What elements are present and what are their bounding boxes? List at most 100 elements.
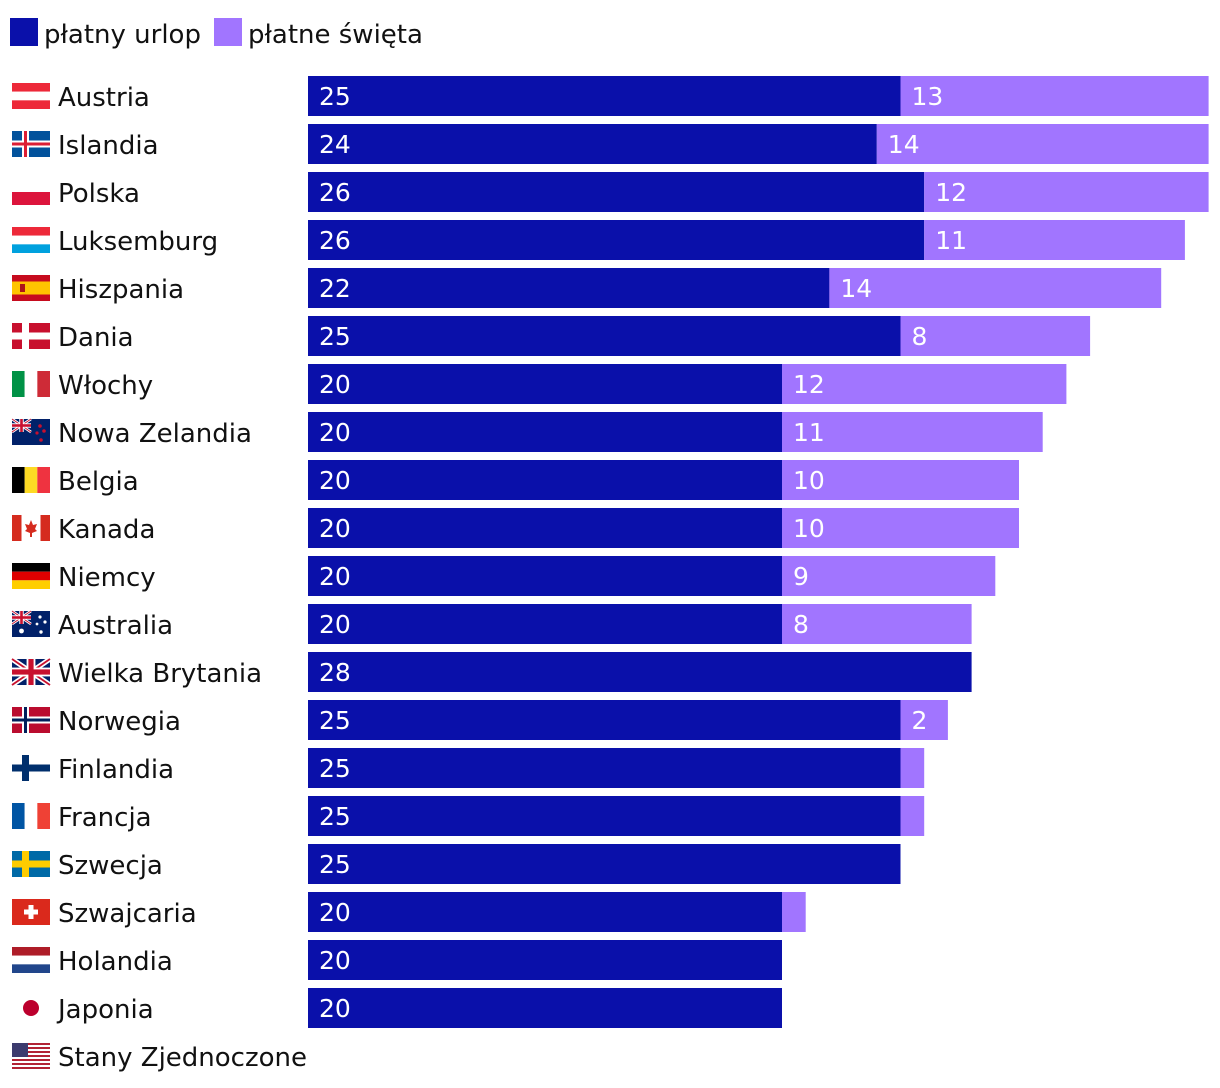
bar-paid-holidays xyxy=(924,172,1209,212)
value-label-paid-holidays: 8 xyxy=(912,322,928,351)
value-label-paid-leave: 25 xyxy=(319,802,351,831)
country-label: Finlandia xyxy=(58,755,174,785)
value-label-paid-holidays: 13 xyxy=(912,82,944,111)
chart-row: Belgia 20 10 xyxy=(12,460,1019,500)
country-label: Luksemburg xyxy=(58,227,218,257)
bar-paid-leave xyxy=(308,76,901,116)
value-label-paid-leave: 25 xyxy=(319,82,351,111)
bar-paid-leave xyxy=(308,220,925,260)
chart-row: Holandia 20 xyxy=(12,940,782,980)
flag-united-states-icon xyxy=(12,1043,50,1069)
chart-row: Francja 25 xyxy=(12,796,925,836)
flag-australia-icon xyxy=(11,609,50,637)
value-label-paid-holidays: 2 xyxy=(912,706,928,735)
bar-paid-holidays xyxy=(900,76,1209,116)
bar-paid-holidays xyxy=(900,796,925,836)
chart-row: Szwecja 25 xyxy=(12,844,901,884)
value-label-paid-holidays: 12 xyxy=(935,178,967,207)
country-label: Stany Zjednoczone xyxy=(58,1043,307,1073)
flag-finland-icon xyxy=(12,755,50,781)
value-label-paid-holidays: 8 xyxy=(793,610,809,639)
chart-row: Finlandia 25 xyxy=(12,748,925,788)
value-label-paid-leave: 28 xyxy=(319,658,351,687)
chart-row: Nowa Zelandia 20 11 xyxy=(11,412,1043,452)
chart-row: Szwajcaria 20 xyxy=(12,892,806,932)
value-label-paid-leave: 20 xyxy=(319,370,351,399)
chart-row: Austria 25 13 xyxy=(12,76,1209,116)
chart-row: Dania 25 8 xyxy=(12,316,1091,356)
flag-italy-icon xyxy=(12,371,50,397)
bar-paid-holidays xyxy=(782,364,1067,404)
bar-paid-holidays xyxy=(782,892,806,932)
flag-austria-icon xyxy=(12,83,50,109)
chart-row: Luksemburg 26 11 xyxy=(12,220,1185,260)
value-label-paid-holidays: 10 xyxy=(793,466,825,495)
flag-denmark-icon xyxy=(12,323,50,349)
value-label-paid-holidays: 14 xyxy=(888,130,920,159)
bar-paid-holidays xyxy=(782,604,972,644)
country-label: Dania xyxy=(58,323,134,353)
country-label: Norwegia xyxy=(58,707,181,737)
value-label-paid-leave: 26 xyxy=(319,178,351,207)
country-label: Hiszpania xyxy=(58,275,184,305)
country-label: Szwajcaria xyxy=(58,899,197,929)
bar-paid-leave xyxy=(308,268,830,308)
flag-germany-icon xyxy=(12,563,50,589)
bar-paid-leave xyxy=(308,700,901,740)
flag-new-zealand-icon xyxy=(11,417,50,445)
chart-row: Niemcy 20 9 xyxy=(12,556,996,596)
country-label: Niemcy xyxy=(58,563,156,593)
value-label-paid-holidays: 12 xyxy=(793,370,825,399)
country-label: Nowa Zelandia xyxy=(58,419,252,449)
flag-poland-icon xyxy=(12,179,50,205)
flag-norway-icon xyxy=(12,707,50,733)
value-label-paid-leave: 22 xyxy=(319,274,351,303)
chart-row: Australia 20 8 xyxy=(11,604,972,644)
flag-sweden-icon xyxy=(12,851,50,877)
flag-japan-icon xyxy=(23,1000,39,1016)
country-label: Holandia xyxy=(58,947,173,977)
bar-paid-leave xyxy=(308,412,782,452)
bar-paid-leave xyxy=(308,172,925,212)
value-label-paid-leave: 25 xyxy=(319,322,351,351)
chart-row: Kanada 20 10 xyxy=(12,508,1019,548)
flag-france-icon xyxy=(12,803,50,829)
value-label-paid-leave: 26 xyxy=(319,226,351,255)
chart-row: Polska 26 12 xyxy=(12,172,1209,212)
country-label: Francja xyxy=(58,803,152,833)
country-label: Kanada xyxy=(58,515,155,545)
bar-paid-holidays xyxy=(829,268,1162,308)
value-label-paid-leave: 24 xyxy=(319,130,351,159)
value-label-paid-holidays: 9 xyxy=(793,562,809,591)
bar-paid-leave xyxy=(308,508,782,548)
bar-paid-leave xyxy=(308,604,782,644)
bar-paid-holidays xyxy=(876,124,1209,164)
bar-paid-holidays xyxy=(924,220,1185,260)
bar-paid-holidays xyxy=(900,700,948,740)
country-label: Szwecja xyxy=(58,851,163,881)
country-label: Polska xyxy=(58,179,140,209)
flag-netherlands-icon xyxy=(12,947,50,973)
country-label: Belgia xyxy=(58,467,139,497)
legend: płatny urlop płatne święta xyxy=(10,18,423,50)
chart-rows: Austria 25 13 Islandia 24 14 Polska 26 12 Luksemb… xyxy=(10,76,1209,1073)
value-label-paid-leave: 20 xyxy=(319,946,351,975)
chart-row: Islandia 24 14 xyxy=(12,124,1209,164)
country-label: Wielka Brytania xyxy=(58,659,262,689)
value-label-paid-leave: 20 xyxy=(319,514,351,543)
chart-row: Włochy 20 12 xyxy=(12,364,1067,404)
chart-row: Stany Zjednoczone xyxy=(12,1043,307,1073)
bar-paid-leave xyxy=(308,364,782,404)
flag-spain-icon xyxy=(12,275,50,301)
bar-paid-leave xyxy=(308,748,901,788)
value-label-paid-leave: 25 xyxy=(319,754,351,783)
bar-paid-holidays xyxy=(900,316,1091,356)
chart-row: Wielka Brytania 28 xyxy=(10,652,972,692)
bar-paid-leave xyxy=(308,652,972,692)
country-label: Japonia xyxy=(56,995,154,1025)
bar-paid-leave xyxy=(308,316,901,356)
bar-paid-leave xyxy=(308,892,782,932)
value-label-paid-leave: 25 xyxy=(319,850,351,879)
bar-paid-leave xyxy=(308,844,901,884)
flag-luxembourg-icon xyxy=(12,227,50,253)
